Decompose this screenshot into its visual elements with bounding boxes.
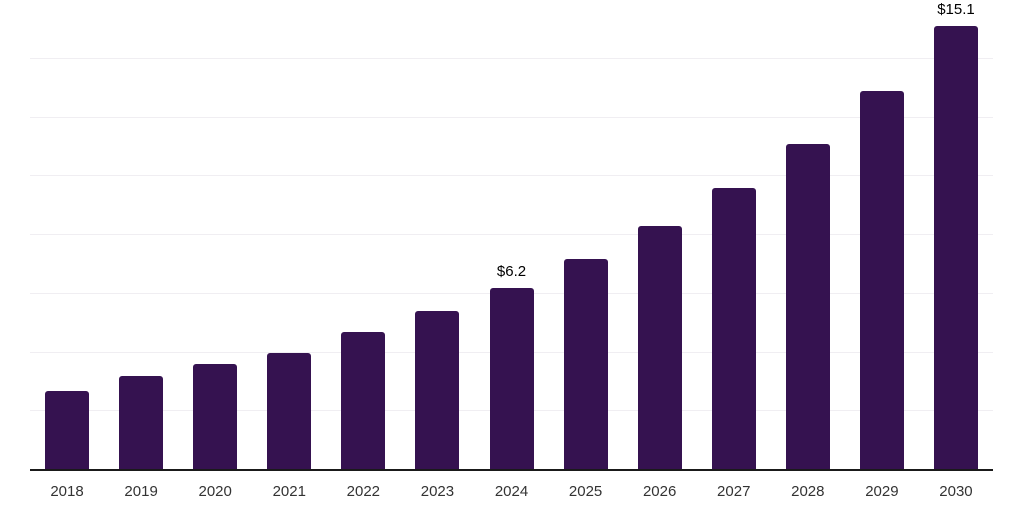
x-tick-label: 2026 [642,483,677,500]
bar [341,331,386,470]
x-tick-label: 2030 [939,483,973,500]
x-tick-label: 2020 [198,483,232,500]
x-tick-label: 2027 [717,483,751,500]
x-axis-labels: 2018 2019 2020 2021 2022 2023 2024 2025 2026 2027… [30,481,993,505]
plot-area: $6.2 $15.1 [30,0,993,471]
bar-slot [845,0,919,470]
bar [119,376,164,470]
x-tick-label: 2025 [568,483,603,500]
bar [563,258,608,470]
bar [711,188,756,470]
bar [489,287,534,470]
bar-slot [326,0,400,470]
bar-value-label: $6.2 [496,262,527,280]
bar-slot [178,0,252,470]
x-tick-label: 2028 [791,483,825,500]
bar-slot [104,0,178,470]
bar-slot [623,0,697,470]
x-tick-label: 2023 [420,483,455,500]
x-tick-label: 2019 [124,483,158,500]
bars: $6.2 $15.1 [30,0,993,470]
bar-slot [30,0,104,470]
bar [859,91,904,470]
bar-slot [252,0,326,470]
bar [45,390,90,470]
x-tick-label: 2021 [272,483,306,500]
x-tick-label: 2029 [865,483,899,500]
bar [415,311,460,470]
bar [193,364,238,470]
bar [637,226,682,470]
bar-slot [549,0,623,470]
bar-slot: $15.1 [919,0,993,470]
x-tick-label: 2024 [494,483,529,500]
bar-value-label: $15.1 [937,1,975,19]
bar [267,352,312,470]
x-tick-label: 2022 [346,483,381,500]
bar-slot [697,0,771,470]
bar-slot [771,0,845,470]
gridline [30,234,993,235]
bar [933,26,978,470]
gridline [30,57,993,59]
x-axis-line [30,469,993,471]
bar-slot: $6.2 [474,0,548,470]
bar [785,143,830,470]
gridline [30,175,993,177]
x-tick-label: 2018 [50,483,84,500]
bar-slot [400,0,474,470]
gridline [30,116,993,118]
